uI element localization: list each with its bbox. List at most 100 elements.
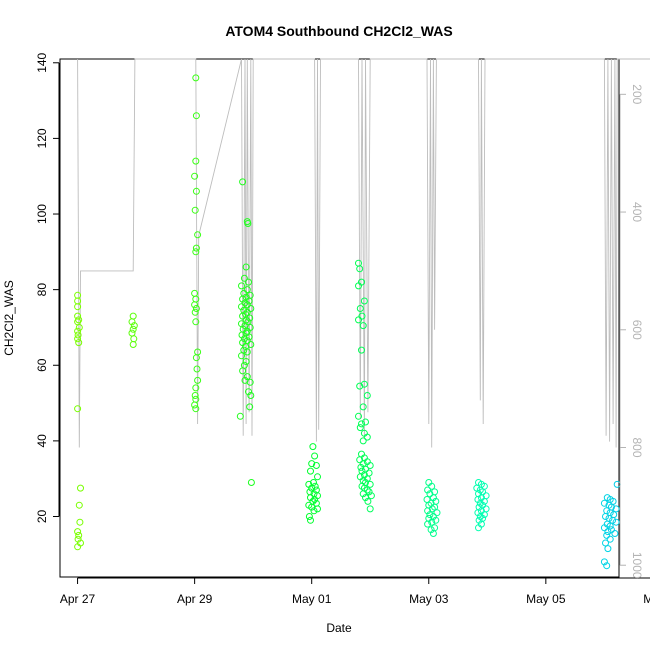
- data-point: [239, 312, 247, 320]
- data-point: [77, 484, 84, 492]
- data-point: [75, 531, 83, 539]
- data-point: [603, 562, 611, 570]
- data-point: [245, 297, 253, 305]
- data-point: [311, 496, 319, 503]
- data-point: [606, 535, 614, 543]
- data-point: [363, 486, 371, 494]
- data-point: [428, 482, 436, 490]
- data-point: [475, 516, 483, 524]
- y-tick-label: 60: [35, 358, 49, 372]
- y-tick-label: 20: [35, 510, 49, 524]
- data-point: [308, 460, 316, 468]
- data-point: [480, 511, 488, 519]
- data-point: [424, 486, 432, 494]
- data-point: [239, 178, 247, 186]
- data-point: [362, 494, 369, 502]
- data-point: [245, 333, 253, 341]
- data-point: [74, 535, 82, 543]
- data-point: [74, 528, 82, 536]
- data-point: [192, 187, 200, 195]
- data-point: [366, 505, 374, 513]
- data-point: [308, 484, 316, 492]
- data-point: [431, 524, 439, 532]
- data-point: [480, 497, 488, 505]
- data-point: [424, 507, 432, 515]
- data-point: [600, 499, 608, 507]
- data-point: [191, 401, 199, 409]
- data-point: [602, 539, 609, 547]
- data-point: [356, 382, 364, 390]
- data-point: [605, 514, 613, 522]
- data-point: [314, 505, 321, 513]
- x-tick-label: May 03: [409, 592, 449, 606]
- y-axis-label: CH2Cl2_WAS: [2, 280, 16, 356]
- data-point: [74, 331, 82, 339]
- data-point: [360, 380, 368, 388]
- data-point: [244, 220, 252, 227]
- secondary-tick-label: 800: [630, 437, 644, 457]
- data-point: [358, 420, 365, 428]
- data-point: [247, 305, 255, 312]
- data-point: [602, 513, 609, 520]
- data-point: [74, 543, 82, 551]
- data-point: [357, 463, 365, 471]
- data-point: [359, 403, 367, 411]
- data-point: [473, 484, 481, 492]
- data-point: [366, 462, 374, 469]
- data-point: [309, 443, 317, 451]
- data-point: [311, 482, 319, 490]
- data-point: [307, 467, 314, 475]
- y-tick-label: 140: [35, 52, 49, 72]
- data-point: [307, 494, 314, 502]
- data-point: [192, 384, 200, 392]
- pressure-trace: [77, 58, 650, 448]
- data-point: [604, 545, 612, 553]
- data-point: [191, 301, 199, 309]
- data-point: [238, 282, 245, 290]
- data-point: [609, 516, 617, 524]
- secondary-y-axis: 200 400 600 800 1000: [619, 84, 644, 579]
- data-point: [366, 480, 374, 488]
- data-point: [76, 518, 84, 526]
- data-point: [192, 305, 200, 312]
- data-point: [129, 325, 137, 333]
- data-point: [476, 486, 484, 494]
- data-point: [74, 291, 82, 299]
- data-point: [474, 509, 482, 517]
- data-point: [363, 475, 371, 483]
- data-point: [243, 373, 251, 381]
- data-point: [611, 530, 619, 537]
- data-point: [600, 558, 608, 566]
- data-point: [356, 305, 364, 312]
- data-point: [192, 248, 200, 256]
- data-point: [238, 303, 245, 311]
- data-point: [191, 172, 199, 180]
- data-point: [192, 157, 200, 165]
- data-point: [245, 278, 252, 286]
- data-point: [359, 322, 367, 330]
- data-point: [192, 354, 200, 362]
- data-point: [431, 503, 439, 511]
- plot-frame: [59, 58, 620, 578]
- data-point: [238, 352, 245, 360]
- data-point: [310, 507, 318, 515]
- secondary-tick-label: 1000: [630, 552, 644, 579]
- secondary-tick-label: 600: [630, 320, 644, 340]
- data-point: [427, 526, 435, 534]
- data-point: [607, 526, 615, 534]
- data-point: [424, 520, 432, 528]
- data-point: [363, 433, 371, 441]
- data-point: [362, 418, 369, 426]
- data-point: [433, 509, 441, 517]
- data-point: [193, 365, 201, 373]
- data-point: [612, 505, 620, 513]
- data-point: [247, 479, 255, 486]
- data-point: [358, 346, 365, 354]
- data-point: [130, 322, 138, 330]
- data-point: [432, 516, 440, 524]
- data-point: [429, 494, 437, 502]
- data-point: [242, 358, 250, 365]
- data-point: [600, 524, 608, 532]
- data-point: [476, 513, 484, 520]
- x-tick-label: May 07: [643, 592, 650, 606]
